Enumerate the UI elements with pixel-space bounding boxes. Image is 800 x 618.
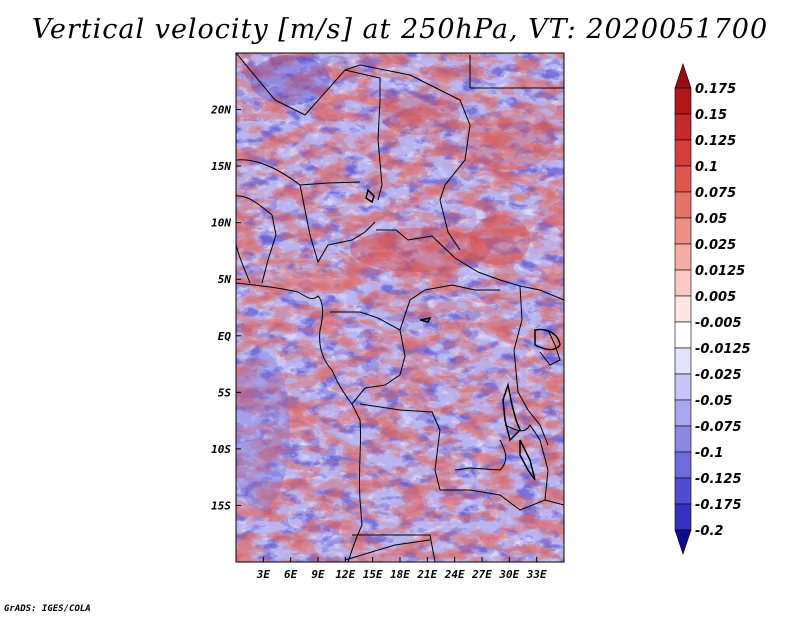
lat-tick-label: 10S	[211, 443, 231, 456]
lon-tick-label: 18E	[390, 568, 410, 581]
colorbar-level-label: -0.05	[695, 394, 732, 409]
lon-tick-label: 30E	[498, 568, 519, 581]
colorbar-swatch	[674, 269, 692, 297]
colorbar-swatch	[674, 139, 692, 167]
lon-tick-label: 9E	[311, 568, 325, 581]
colorbar-swatch	[674, 113, 692, 141]
colorbar-swatch	[674, 243, 692, 271]
lat-tick-label: 10N	[211, 217, 231, 230]
lon-tick-label: 3E	[256, 568, 271, 581]
lon-tick-label: 33E	[526, 568, 547, 581]
lat-tick-label: 5S	[218, 386, 232, 399]
colorbar-min-triangle	[674, 529, 692, 555]
colorbar-level-label: -0.075	[695, 420, 742, 435]
country-borders	[236, 53, 564, 562]
colorbar-swatch	[674, 451, 692, 479]
colorbar-level-label: 0.005	[695, 290, 736, 305]
colorbar-level-label: 0.0125	[695, 264, 745, 279]
lat-tick-label: EQ	[218, 330, 232, 343]
colorbar-swatch	[674, 295, 692, 323]
colorbar-swatch	[674, 165, 692, 193]
colorbar-max-triangle	[674, 63, 692, 89]
lat-tick-label: 5N	[218, 273, 232, 286]
colorbar-level-label: -0.125	[695, 472, 742, 487]
colorbar-level-label: 0.15	[695, 108, 727, 123]
colorbar-level-label: 0.1	[695, 160, 718, 175]
colorbar-swatch	[674, 503, 692, 531]
lon-tick-label: 12E	[335, 568, 355, 581]
colorbar-level-label: -0.175	[695, 498, 742, 513]
colorbar-swatch	[674, 373, 692, 401]
vertical-velocity-field	[236, 53, 564, 562]
colorbar-swatch	[674, 217, 692, 245]
lat-tick-label: 20N	[210, 104, 231, 117]
colorbar-swatch	[674, 347, 692, 375]
colorbar-level-label: 0.05	[695, 212, 727, 227]
colorbar-swatch	[674, 191, 692, 219]
lake-outlines	[365, 188, 561, 481]
lon-tick-label: 15E	[363, 568, 383, 581]
colorbar-level-label: 0.175	[695, 82, 736, 97]
lon-tick-label: 24E	[444, 568, 465, 581]
latitude-axis: 20N 15N 10N 5N EQ 5S 10S 15S	[210, 104, 241, 512]
colorbar: 0.175 0.15 0.125 0.1 0.075 0.05 0.025 0.0125 0.0…	[674, 63, 751, 555]
colorbar-swatch	[674, 87, 692, 115]
colorbar-level-label: 0.075	[695, 186, 736, 201]
lon-tick-label: 6E	[284, 568, 298, 581]
grads-credit: GrADS: IGES/COLA	[4, 604, 91, 614]
colorbar-swatch	[674, 425, 692, 453]
colorbar-level-label: 0.125	[695, 134, 736, 149]
colorbar-level-label: 0.025	[695, 238, 736, 253]
colorbar-level-label: -0.1	[695, 446, 723, 461]
lon-tick-label: 27E	[471, 568, 492, 581]
longitude-axis: 3E 6E 9E 12E 15E 18E 21E 24E 27E 30E 33E	[256, 557, 547, 581]
colorbar-swatch	[674, 477, 692, 505]
colorbar-level-label: -0.0125	[695, 342, 751, 357]
plot-title: Vertical velocity [m/s] at 250hPa, VT: 2…	[31, 14, 769, 45]
lon-tick-label: 21E	[416, 568, 437, 581]
colorbar-level-label: -0.025	[695, 368, 742, 383]
colorbar-swatch	[674, 399, 692, 427]
colorbar-swatch	[674, 321, 692, 349]
lat-tick-label: 15S	[211, 499, 231, 512]
colorbar-level-label: -0.2	[695, 524, 723, 539]
colorbar-level-label: -0.005	[695, 316, 742, 331]
lat-tick-label: 15N	[211, 160, 231, 173]
